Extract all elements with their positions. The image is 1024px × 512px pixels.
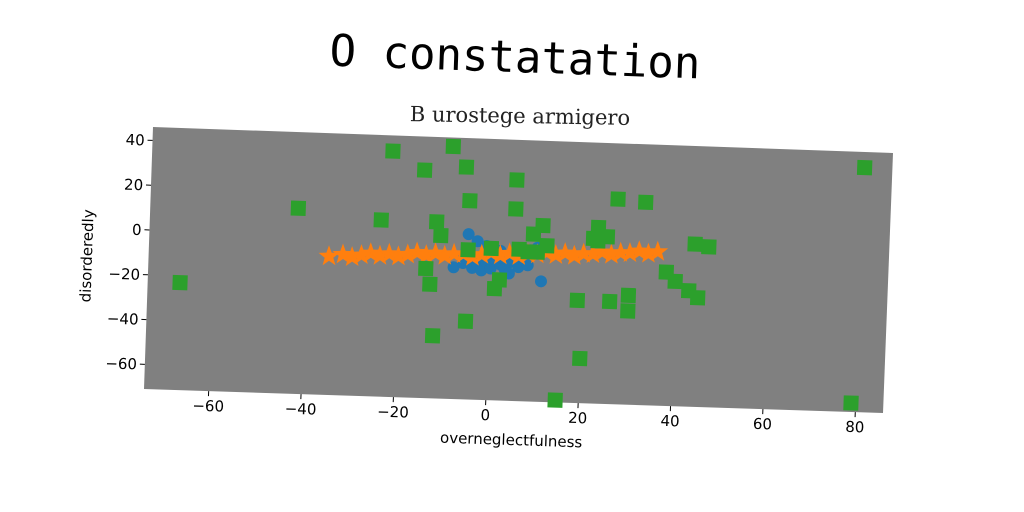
data-point — [508, 201, 524, 217]
x-tick-label: −40 — [284, 400, 316, 419]
data-point — [406, 241, 428, 262]
data-point — [539, 238, 555, 254]
data-point — [425, 242, 446, 263]
y-tick-label: 40 — [125, 131, 145, 150]
data-point — [318, 245, 340, 266]
data-point — [509, 172, 525, 188]
data-point — [332, 243, 354, 264]
data-point — [647, 240, 669, 261]
data-point — [667, 273, 683, 290]
data-point — [547, 392, 563, 408]
data-point — [610, 191, 626, 207]
data-point — [369, 244, 391, 265]
data-point — [638, 242, 659, 263]
data-point — [373, 212, 389, 228]
x-tick-label: 60 — [753, 415, 773, 434]
data-point — [388, 245, 409, 266]
data-point — [484, 262, 497, 275]
data-point — [563, 244, 585, 265]
data-point — [341, 246, 363, 266]
data-point — [534, 275, 547, 288]
data-point — [445, 138, 462, 155]
data-point — [582, 243, 604, 263]
data-point — [475, 264, 488, 277]
data-point — [462, 192, 478, 209]
y-axis-label: disorderedly — [76, 209, 97, 303]
data-point — [172, 274, 188, 291]
data-point — [512, 261, 525, 274]
data-point — [418, 260, 434, 277]
data-point — [471, 243, 493, 264]
x-axis-label: overneglectfulness — [440, 429, 583, 452]
data-point — [360, 242, 382, 263]
y-axis-ticks: 40 20 0 −20 −40 −60 — [105, 131, 153, 373]
data-point — [628, 240, 650, 261]
data-point — [620, 287, 637, 304]
x-axis-ticks: −60 −40 −20 0 20 40 60 80 — [192, 391, 865, 436]
data-point — [462, 228, 475, 241]
data-point — [424, 328, 441, 344]
data-point — [535, 217, 551, 234]
y-tick-label: 20 — [124, 176, 144, 195]
data-point — [491, 272, 508, 288]
y-tick-label: 0 — [132, 221, 142, 239]
data-point — [573, 242, 595, 263]
data-point — [385, 143, 401, 159]
data-point — [351, 244, 372, 264]
data-point — [447, 261, 460, 274]
data-point — [499, 242, 521, 263]
data-point — [572, 350, 588, 367]
data-point — [620, 303, 636, 319]
data-point — [416, 162, 433, 178]
data-point — [610, 241, 632, 262]
data-point — [554, 242, 576, 262]
x-tick-label: 80 — [845, 418, 865, 437]
x-tick-label: −60 — [192, 397, 224, 416]
data-point — [591, 241, 613, 261]
x-tick-label: 40 — [660, 412, 680, 431]
data-point — [489, 244, 511, 265]
x-tick-label: −20 — [377, 403, 409, 422]
data-point — [428, 214, 445, 230]
data-point — [701, 239, 717, 255]
data-point — [637, 194, 654, 211]
y-tick-label: −60 — [105, 354, 137, 373]
data-point — [397, 243, 419, 264]
y-tick-label: −20 — [108, 265, 140, 284]
data-point — [443, 242, 465, 263]
x-tick-label: 0 — [480, 406, 490, 424]
x-tick-label: 20 — [568, 409, 588, 428]
data-point — [545, 244, 567, 264]
data-point — [601, 293, 618, 310]
data-point — [457, 313, 474, 329]
data-point — [600, 243, 622, 264]
data-point — [290, 200, 307, 216]
data-point — [689, 290, 706, 306]
data-point — [521, 259, 534, 272]
data-point — [856, 159, 873, 176]
data-point — [458, 159, 475, 175]
data-point — [460, 242, 476, 258]
y-tick-label: −40 — [107, 310, 139, 329]
data-point — [415, 244, 437, 264]
data-point — [378, 242, 400, 263]
series-square — [172, 138, 873, 411]
chart-marks — [172, 138, 873, 411]
data-point — [599, 228, 616, 245]
data-point — [483, 240, 500, 257]
data-point — [422, 276, 438, 293]
data-point — [843, 395, 859, 411]
data-point — [619, 242, 641, 262]
data-point — [434, 244, 456, 265]
data-point — [569, 292, 586, 309]
data-point — [687, 236, 703, 252]
data-point — [433, 227, 449, 244]
